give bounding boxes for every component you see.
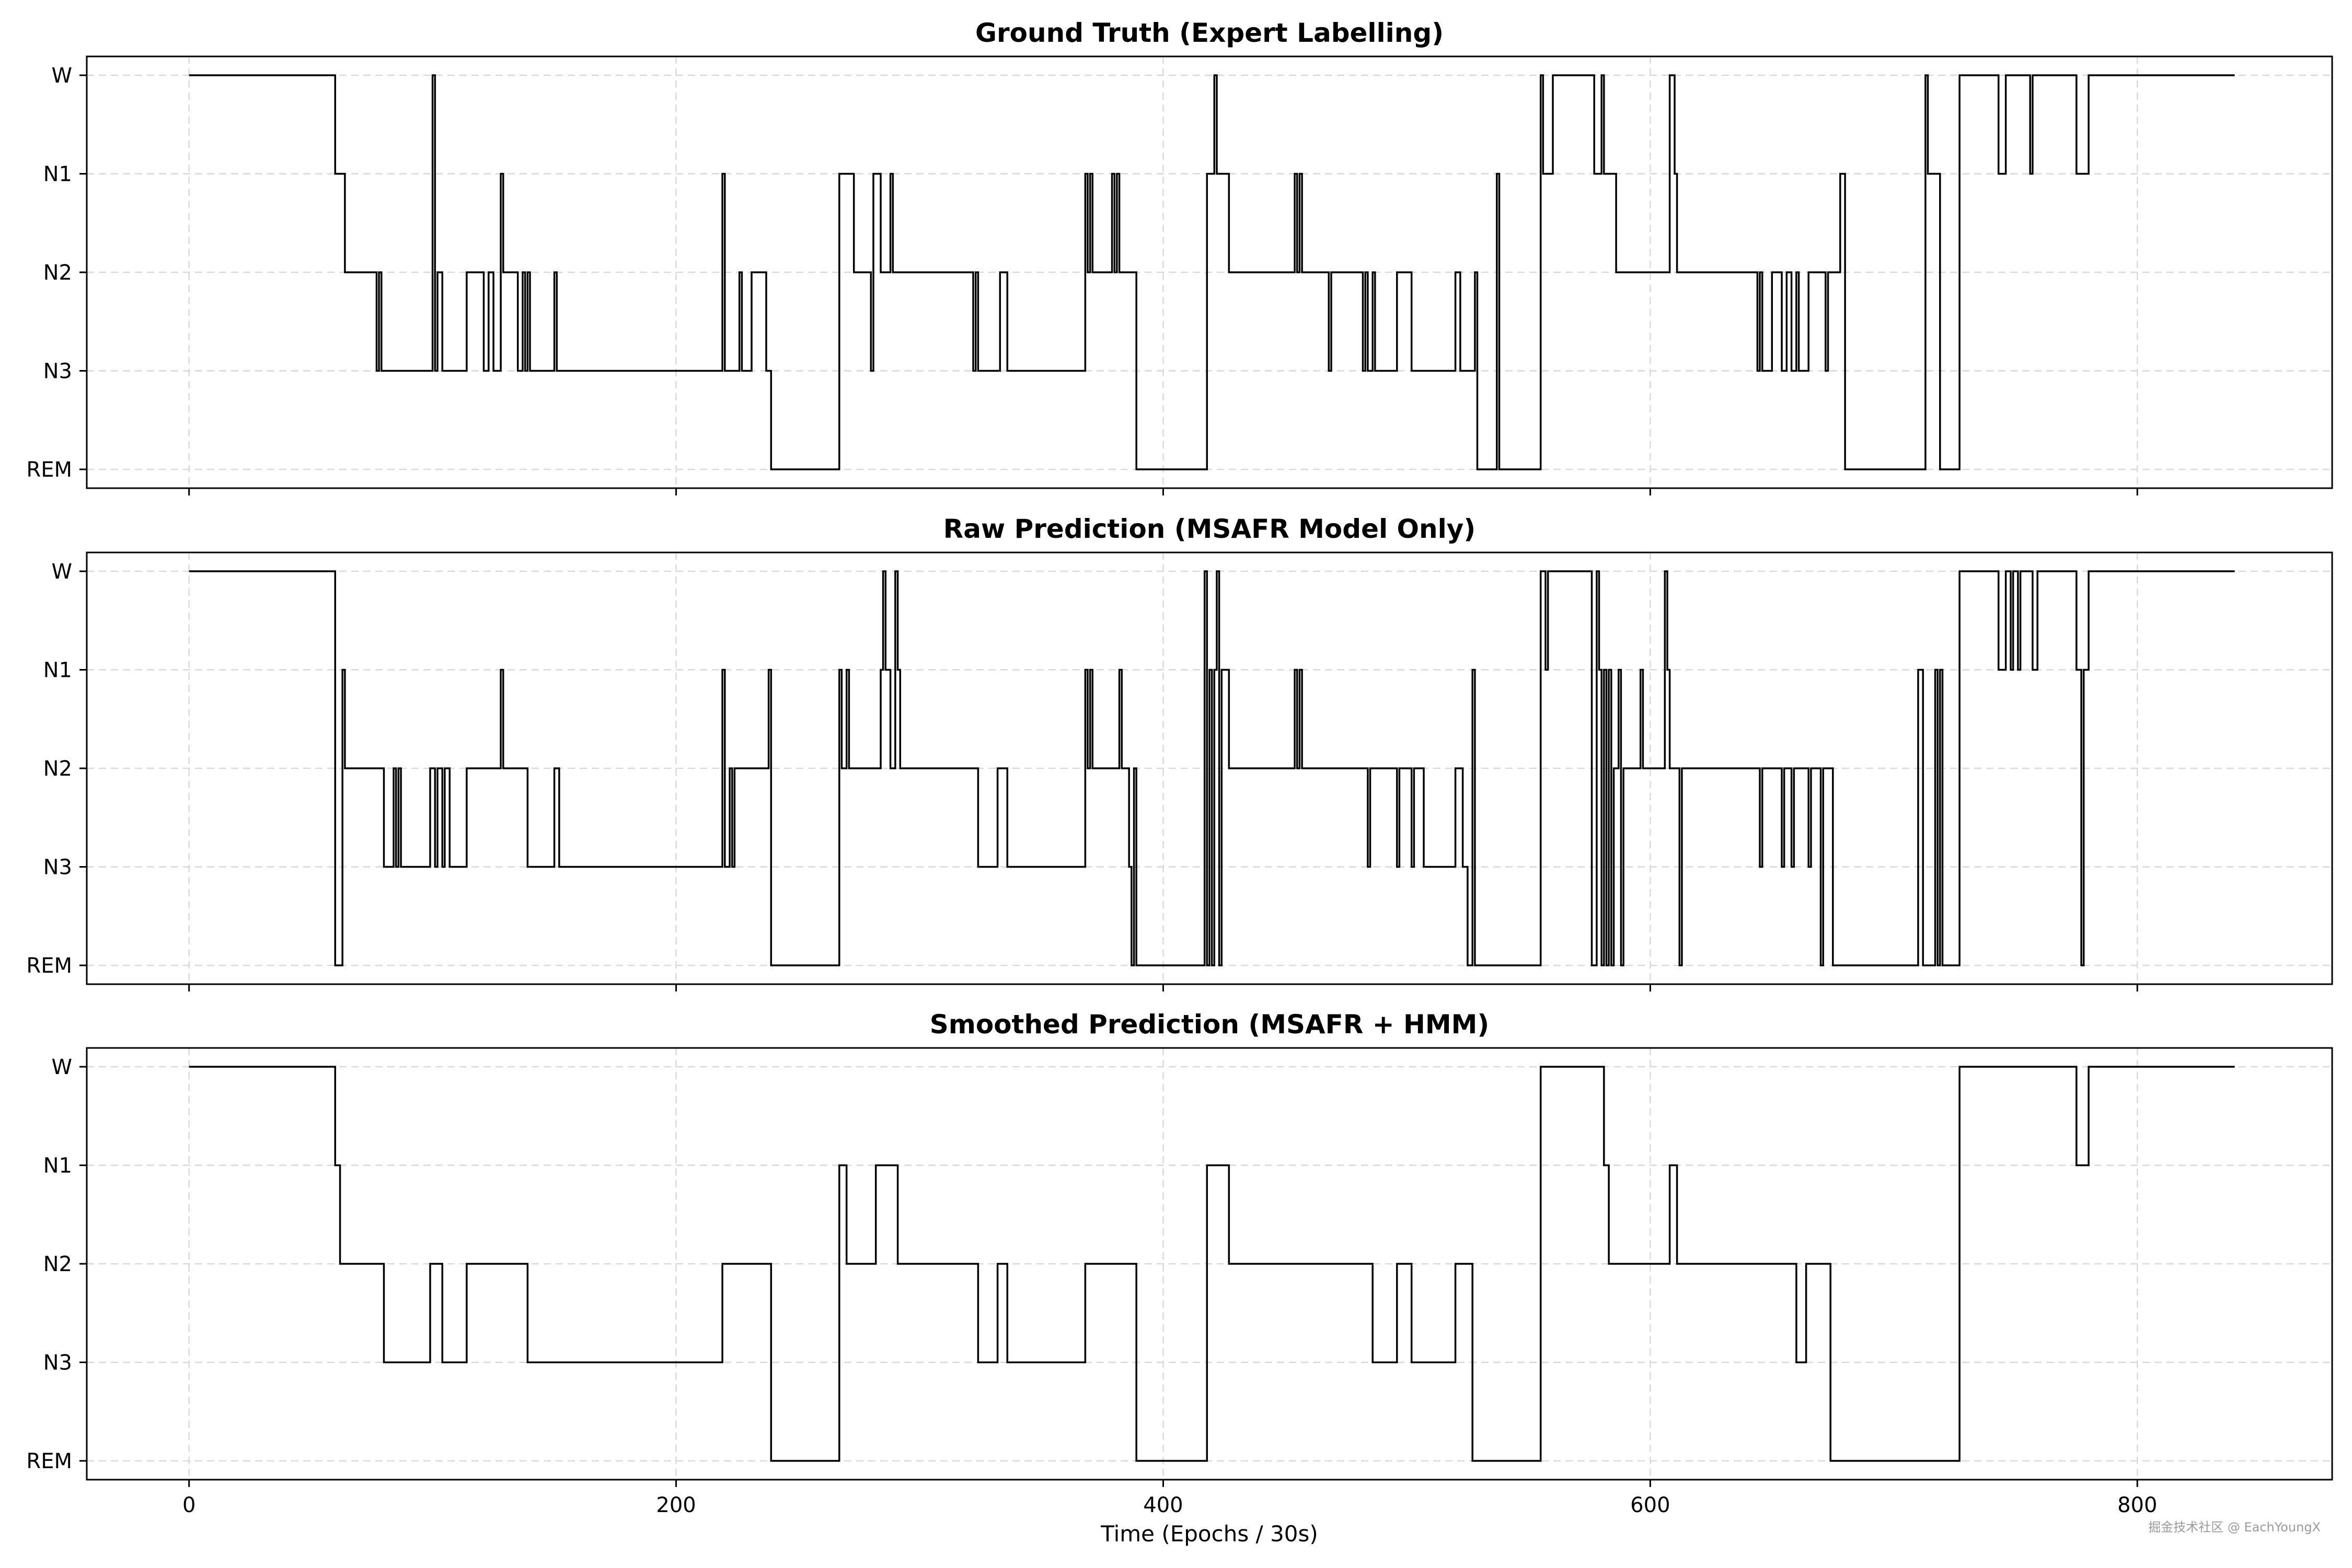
x-axis-label: Time (Epochs / 30s) — [1100, 1521, 1318, 1547]
y-tick-label-n1: N1 — [43, 659, 72, 683]
plot-frame — [86, 1047, 2333, 1481]
y-tick-label-n2: N2 — [43, 757, 72, 781]
y-tick-label-n2: N2 — [43, 261, 72, 285]
panel-title: Raw Prediction (MSAFR Model Only) — [943, 514, 1475, 544]
y-tick-label-n1: N1 — [43, 163, 72, 187]
plot-frame — [86, 551, 2333, 985]
panel-ground-truth-expert-labelling: Ground Truth (Expert Labelling) W N1 N2 N3 RE… — [26, 18, 2333, 495]
series-line-smoothed-prediction — [189, 1066, 2235, 1462]
y-tick-label-rem: REM — [26, 458, 72, 482]
x-tick-label-800: 800 — [2117, 1493, 2157, 1517]
x-tick-label-600: 600 — [1630, 1493, 1670, 1517]
plot-frame — [86, 55, 2333, 489]
y-tick-label-w: W — [51, 1055, 72, 1079]
panel-title: Ground Truth (Expert Labelling) — [975, 18, 1444, 48]
y-tick-label-w: W — [51, 64, 72, 88]
hypnogram-panels: Ground Truth (Expert Labelling) W N1 N2 N3 RE… — [26, 18, 2333, 1547]
y-tick-label-n2: N2 — [43, 1252, 72, 1276]
y-tick-label-n3: N3 — [43, 1351, 72, 1375]
watermark-text: 掘金技术社区 @ EachYoungX — [2148, 1520, 2321, 1535]
y-tick-label-w: W — [51, 560, 72, 584]
panel-raw-prediction-msafr-model-only: Raw Prediction (MSAFR Model Only) W N1 N2 N3… — [26, 514, 2333, 991]
panel-title: Smoothed Prediction (MSAFR + HMM) — [930, 1009, 1489, 1040]
y-tick-label-rem: REM — [26, 1449, 72, 1473]
x-tick-label-200: 200 — [656, 1493, 696, 1517]
x-tick-label-400: 400 — [1143, 1493, 1183, 1517]
y-tick-label-n3: N3 — [43, 360, 72, 384]
y-tick-label-n1: N1 — [43, 1154, 72, 1178]
series-line-raw-prediction — [189, 570, 2235, 966]
panel-smoothed-prediction-msafr-hmm: Smoothed Prediction (MSAFR + HMM) W N1 N2 N3… — [26, 1009, 2333, 1547]
series-line-ground-truth — [189, 74, 2235, 470]
y-tick-label-n3: N3 — [43, 856, 72, 880]
x-tick-label-0: 0 — [182, 1493, 195, 1517]
y-tick-label-rem: REM — [26, 954, 72, 978]
